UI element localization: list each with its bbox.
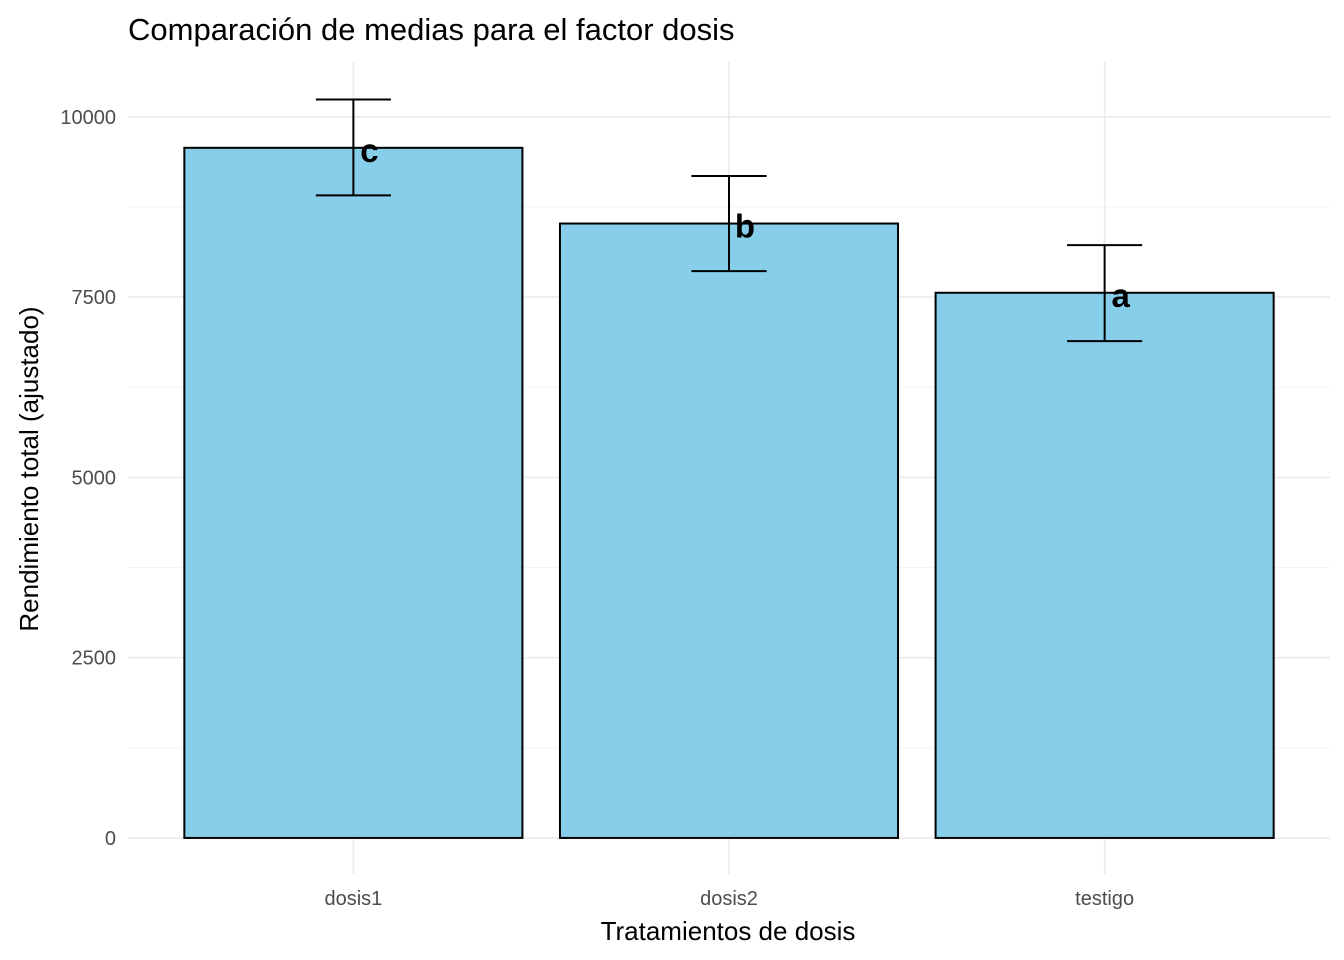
bar-layer bbox=[183, 146, 1275, 839]
bar-testigo bbox=[934, 291, 1275, 839]
bar-dosis2 bbox=[558, 222, 900, 839]
y-tick-label: 5000 bbox=[72, 467, 117, 489]
bar-dosis1 bbox=[183, 146, 524, 839]
y-tick-label: 7500 bbox=[72, 287, 117, 309]
y-tick-label: 0 bbox=[105, 828, 116, 850]
group-letter-dosis2: b bbox=[735, 208, 755, 245]
chart-title: Comparación de medias para el factor dos… bbox=[128, 12, 735, 47]
y-axis-ticks: 0 2500 5000 7500 10000 bbox=[60, 107, 116, 850]
x-tick-label-dosis1: dosis1 bbox=[324, 888, 382, 910]
group-letter-dosis1: c bbox=[360, 132, 378, 169]
y-axis-title: Rendimiento total (ajustado) bbox=[14, 306, 44, 631]
x-axis-ticks: dosis1 dosis2 testigo bbox=[324, 888, 1134, 910]
x-tick-label-dosis2: dosis2 bbox=[700, 888, 758, 910]
x-axis-title: Tratamientos de dosis bbox=[601, 916, 856, 946]
y-tick-label: 2500 bbox=[72, 648, 117, 670]
group-letter-layer: c b a bbox=[360, 132, 1130, 314]
group-letter-testigo: a bbox=[1111, 277, 1130, 314]
x-tick-label-testigo: testigo bbox=[1075, 888, 1134, 910]
y-tick-label: 10000 bbox=[60, 107, 116, 129]
error-bar-layer bbox=[315, 98, 1143, 343]
